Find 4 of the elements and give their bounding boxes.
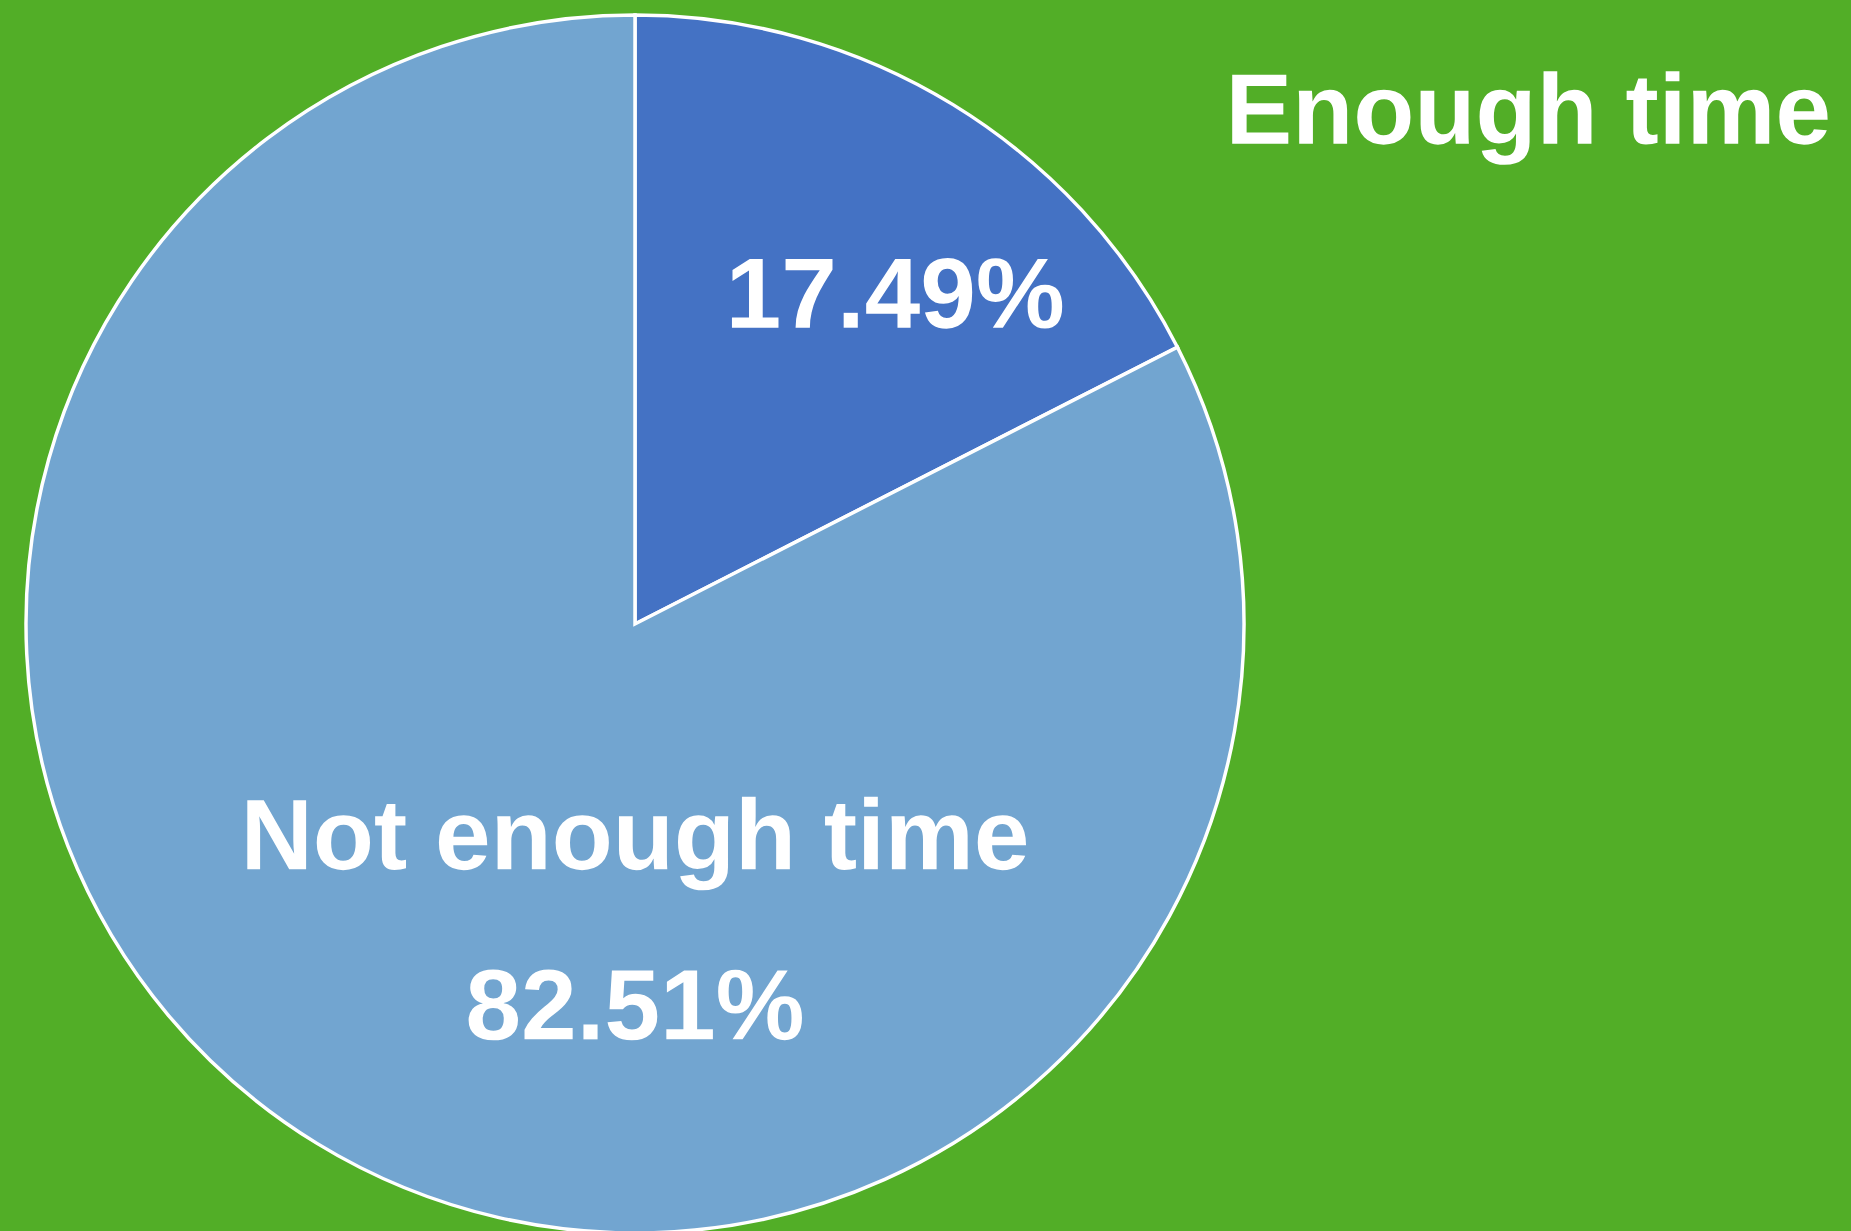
data-label: 82.51% bbox=[468, 969, 802, 1041]
slice-label: Not enough time bbox=[247, 796, 1027, 891]
slice-label: Enough time bbox=[1232, 71, 1828, 165]
data-label: 17.49% bbox=[731, 257, 1063, 329]
